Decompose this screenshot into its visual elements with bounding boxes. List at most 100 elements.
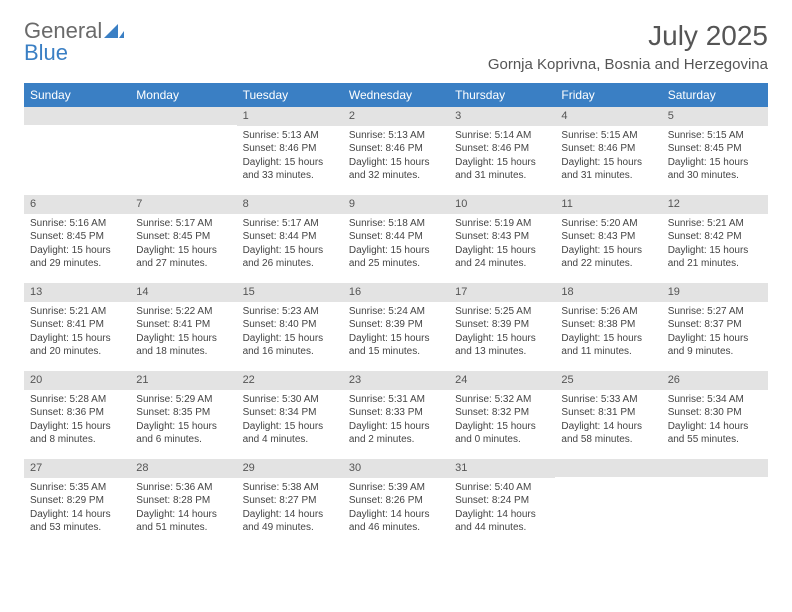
daylight-text: Daylight: 15 hours and 2 minutes. — [349, 420, 443, 447]
weeks-container: 1Sunrise: 5:13 AMSunset: 8:46 PMDaylight… — [24, 107, 768, 547]
sunrise-text: Sunrise: 5:36 AM — [136, 481, 230, 495]
daylight-text: Daylight: 14 hours and 44 minutes. — [455, 508, 549, 535]
calendar-cell: 20Sunrise: 5:28 AMSunset: 8:36 PMDayligh… — [24, 371, 130, 459]
week-row: 13Sunrise: 5:21 AMSunset: 8:41 PMDayligh… — [24, 283, 768, 371]
cell-body — [24, 125, 130, 185]
calendar-cell: 1Sunrise: 5:13 AMSunset: 8:46 PMDaylight… — [237, 107, 343, 195]
day-number: 24 — [449, 371, 555, 390]
sunset-text: Sunset: 8:37 PM — [668, 318, 762, 332]
calendar-cell: 23Sunrise: 5:31 AMSunset: 8:33 PMDayligh… — [343, 371, 449, 459]
sunset-text: Sunset: 8:43 PM — [455, 230, 549, 244]
cell-body: Sunrise: 5:13 AMSunset: 8:46 PMDaylight:… — [343, 126, 449, 189]
cell-body: Sunrise: 5:26 AMSunset: 8:38 PMDaylight:… — [555, 302, 661, 365]
sunrise-text: Sunrise: 5:22 AM — [136, 305, 230, 319]
cell-body: Sunrise: 5:22 AMSunset: 8:41 PMDaylight:… — [130, 302, 236, 365]
cell-body: Sunrise: 5:27 AMSunset: 8:37 PMDaylight:… — [662, 302, 768, 365]
daylight-text: Daylight: 15 hours and 30 minutes. — [668, 156, 762, 183]
cell-body: Sunrise: 5:25 AMSunset: 8:39 PMDaylight:… — [449, 302, 555, 365]
sunrise-text: Sunrise: 5:21 AM — [668, 217, 762, 231]
daylight-text: Daylight: 15 hours and 9 minutes. — [668, 332, 762, 359]
daylight-text: Daylight: 15 hours and 26 minutes. — [243, 244, 337, 271]
calendar-cell: 6Sunrise: 5:16 AMSunset: 8:45 PMDaylight… — [24, 195, 130, 283]
day-number: 5 — [662, 107, 768, 126]
sunrise-text: Sunrise: 5:31 AM — [349, 393, 443, 407]
sunset-text: Sunset: 8:45 PM — [668, 142, 762, 156]
sunrise-text: Sunrise: 5:15 AM — [668, 129, 762, 143]
month-title: July 2025 — [488, 20, 768, 52]
sunrise-text: Sunrise: 5:17 AM — [243, 217, 337, 231]
day-number: 15 — [237, 283, 343, 302]
header: General Blue July 2025 Gornja Koprivna, … — [24, 20, 768, 73]
sunset-text: Sunset: 8:46 PM — [349, 142, 443, 156]
day-number: 16 — [343, 283, 449, 302]
cell-body: Sunrise: 5:20 AMSunset: 8:43 PMDaylight:… — [555, 214, 661, 277]
calendar-cell: 8Sunrise: 5:17 AMSunset: 8:44 PMDaylight… — [237, 195, 343, 283]
calendar-cell: 2Sunrise: 5:13 AMSunset: 8:46 PMDaylight… — [343, 107, 449, 195]
calendar-cell: 30Sunrise: 5:39 AMSunset: 8:26 PMDayligh… — [343, 459, 449, 547]
day-number: 2 — [343, 107, 449, 126]
sunrise-text: Sunrise: 5:28 AM — [30, 393, 124, 407]
calendar-cell: 7Sunrise: 5:17 AMSunset: 8:45 PMDaylight… — [130, 195, 236, 283]
sunset-text: Sunset: 8:30 PM — [668, 406, 762, 420]
sunset-text: Sunset: 8:27 PM — [243, 494, 337, 508]
logo-text-blue: Blue — [24, 40, 68, 65]
sunrise-text: Sunrise: 5:29 AM — [136, 393, 230, 407]
calendar-cell: 21Sunrise: 5:29 AMSunset: 8:35 PMDayligh… — [130, 371, 236, 459]
cell-body — [130, 125, 236, 185]
cell-body: Sunrise: 5:15 AMSunset: 8:45 PMDaylight:… — [662, 126, 768, 189]
cell-body: Sunrise: 5:29 AMSunset: 8:35 PMDaylight:… — [130, 390, 236, 453]
sunrise-text: Sunrise: 5:16 AM — [30, 217, 124, 231]
calendar-cell: 12Sunrise: 5:21 AMSunset: 8:42 PMDayligh… — [662, 195, 768, 283]
daylight-text: Daylight: 15 hours and 11 minutes. — [561, 332, 655, 359]
week-row: 1Sunrise: 5:13 AMSunset: 8:46 PMDaylight… — [24, 107, 768, 195]
cell-body: Sunrise: 5:19 AMSunset: 8:43 PMDaylight:… — [449, 214, 555, 277]
day-number: 25 — [555, 371, 661, 390]
cell-body: Sunrise: 5:23 AMSunset: 8:40 PMDaylight:… — [237, 302, 343, 365]
daylight-text: Daylight: 15 hours and 29 minutes. — [30, 244, 124, 271]
day-number — [130, 107, 236, 125]
sunrise-text: Sunrise: 5:15 AM — [561, 129, 655, 143]
cell-body: Sunrise: 5:33 AMSunset: 8:31 PMDaylight:… — [555, 390, 661, 453]
sunrise-text: Sunrise: 5:26 AM — [561, 305, 655, 319]
cell-body: Sunrise: 5:16 AMSunset: 8:45 PMDaylight:… — [24, 214, 130, 277]
calendar-cell: 16Sunrise: 5:24 AMSunset: 8:39 PMDayligh… — [343, 283, 449, 371]
daylight-text: Daylight: 14 hours and 53 minutes. — [30, 508, 124, 535]
calendar-cell: 9Sunrise: 5:18 AMSunset: 8:44 PMDaylight… — [343, 195, 449, 283]
cell-body: Sunrise: 5:34 AMSunset: 8:30 PMDaylight:… — [662, 390, 768, 453]
sunset-text: Sunset: 8:45 PM — [136, 230, 230, 244]
daylight-text: Daylight: 15 hours and 21 minutes. — [668, 244, 762, 271]
sunset-text: Sunset: 8:34 PM — [243, 406, 337, 420]
cell-body: Sunrise: 5:13 AMSunset: 8:46 PMDaylight:… — [237, 126, 343, 189]
day-number: 28 — [130, 459, 236, 478]
daylight-text: Daylight: 15 hours and 13 minutes. — [455, 332, 549, 359]
daylight-text: Daylight: 15 hours and 4 minutes. — [243, 420, 337, 447]
daylight-text: Daylight: 14 hours and 51 minutes. — [136, 508, 230, 535]
sunrise-text: Sunrise: 5:34 AM — [668, 393, 762, 407]
sunset-text: Sunset: 8:28 PM — [136, 494, 230, 508]
calendar: Sunday Monday Tuesday Wednesday Thursday… — [24, 83, 768, 547]
sunrise-text: Sunrise: 5:24 AM — [349, 305, 443, 319]
sunset-text: Sunset: 8:45 PM — [30, 230, 124, 244]
sunset-text: Sunset: 8:36 PM — [30, 406, 124, 420]
daylight-text: Daylight: 15 hours and 18 minutes. — [136, 332, 230, 359]
sunset-text: Sunset: 8:46 PM — [561, 142, 655, 156]
day-number: 13 — [24, 283, 130, 302]
sunset-text: Sunset: 8:24 PM — [455, 494, 549, 508]
day-number: 29 — [237, 459, 343, 478]
daylight-text: Daylight: 15 hours and 22 minutes. — [561, 244, 655, 271]
sunrise-text: Sunrise: 5:35 AM — [30, 481, 124, 495]
week-row: 27Sunrise: 5:35 AMSunset: 8:29 PMDayligh… — [24, 459, 768, 547]
sunset-text: Sunset: 8:39 PM — [455, 318, 549, 332]
cell-body: Sunrise: 5:18 AMSunset: 8:44 PMDaylight:… — [343, 214, 449, 277]
sunrise-text: Sunrise: 5:39 AM — [349, 481, 443, 495]
sunset-text: Sunset: 8:41 PM — [136, 318, 230, 332]
day-number: 18 — [555, 283, 661, 302]
daylight-text: Daylight: 15 hours and 24 minutes. — [455, 244, 549, 271]
day-number: 14 — [130, 283, 236, 302]
day-number: 1 — [237, 107, 343, 126]
day-number: 30 — [343, 459, 449, 478]
sunset-text: Sunset: 8:33 PM — [349, 406, 443, 420]
sunrise-text: Sunrise: 5:30 AM — [243, 393, 337, 407]
day-header-row: Sunday Monday Tuesday Wednesday Thursday… — [24, 83, 768, 107]
calendar-cell: 19Sunrise: 5:27 AMSunset: 8:37 PMDayligh… — [662, 283, 768, 371]
